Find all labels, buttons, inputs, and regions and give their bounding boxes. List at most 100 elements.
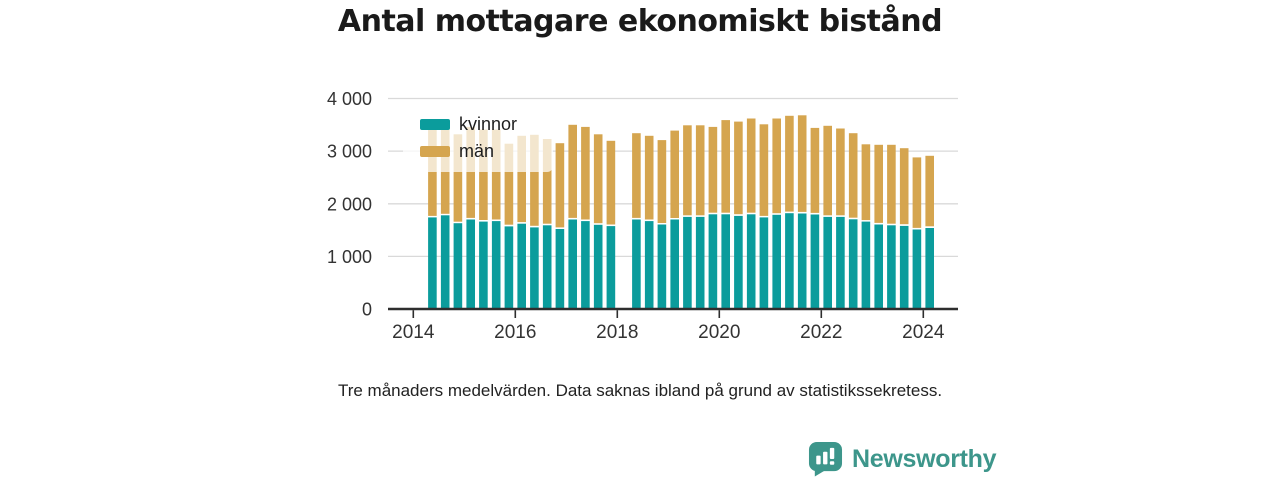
- bar-segment-man: [899, 148, 909, 225]
- chart-legend: kvinnor män: [403, 103, 553, 172]
- bar-segment-kvinnor: [836, 216, 845, 310]
- bar-segment-man: [785, 115, 794, 212]
- bar-segment-kvinnor: [899, 225, 909, 310]
- bar-segment-kvinnor: [453, 223, 463, 310]
- bar-segment-man: [504, 143, 514, 225]
- bar-segment-kvinnor: [874, 224, 883, 310]
- bar-segment-man: [479, 129, 488, 220]
- bar-segment-kvinnor: [530, 227, 539, 310]
- newsworthy-logo-text: Newsworthy: [852, 444, 997, 473]
- bar-segment-man: [734, 121, 743, 215]
- bar-segment-kvinnor: [708, 214, 718, 310]
- bar-segment-kvinnor: [759, 217, 769, 310]
- bar-segment-kvinnor: [823, 216, 832, 310]
- bar-segment-man: [530, 134, 539, 226]
- bar-segment-kvinnor: [810, 214, 820, 310]
- bar-segment-kvinnor: [721, 214, 730, 310]
- y-axis-tick-label: 0: [362, 300, 372, 320]
- bar-segment-kvinnor: [887, 225, 896, 310]
- newsworthy-logo-icon: [808, 441, 843, 477]
- legend-label-kvinnor: kvinnor: [459, 114, 518, 134]
- bar-segment-kvinnor: [670, 219, 679, 310]
- bar-segment-man: [797, 115, 807, 212]
- x-axis-tick-label: 2022: [800, 322, 842, 343]
- bar-segment-man: [581, 126, 590, 220]
- y-axis-tick-label: 4 000: [327, 89, 372, 109]
- bar-segment-man: [593, 134, 603, 224]
- bar-segment-man: [887, 144, 896, 224]
- bar-segment-man: [555, 143, 565, 228]
- bar-segment-kvinnor: [542, 225, 552, 310]
- bar-segment-kvinnor: [491, 221, 501, 310]
- bar-segment-kvinnor: [734, 215, 743, 310]
- bar-segment-man: [542, 139, 552, 224]
- bar-segment-man: [810, 127, 820, 213]
- bar-segment-kvinnor: [517, 223, 526, 310]
- legend-item-man: män: [420, 142, 553, 160]
- x-axis-tick-label: 2020: [698, 322, 740, 343]
- bar-segment-man: [746, 118, 756, 213]
- bar-segment-man: [874, 144, 883, 223]
- legend-item-kvinnor: kvinnor: [420, 115, 553, 133]
- chart-title: Antal mottagare ekonomiskt bistånd: [337, 4, 943, 39]
- bar-segment-man: [644, 135, 654, 220]
- bar-segment-man: [568, 124, 577, 218]
- bar-segment-man: [925, 155, 934, 227]
- newsworthy-logo: Newsworthy: [808, 441, 997, 477]
- legend-swatch-man-icon: [420, 145, 450, 157]
- bar-segment-man: [823, 125, 832, 216]
- bar-segment-kvinnor: [593, 224, 603, 310]
- bar-segment-kvinnor: [848, 219, 858, 310]
- bar-segment-man: [466, 126, 475, 218]
- bar-segment-man: [861, 144, 871, 221]
- bar-segment-man: [632, 133, 641, 218]
- bar-segment-kvinnor: [912, 229, 922, 310]
- x-axis-tick-label: 2018: [596, 322, 638, 343]
- bar-segment-kvinnor: [772, 214, 781, 310]
- bar-segment-man: [657, 140, 667, 223]
- bar-segment-man: [759, 124, 769, 216]
- bar-segment-kvinnor: [785, 213, 794, 310]
- bar-segment-kvinnor: [479, 221, 488, 310]
- bar-segment-kvinnor: [695, 216, 705, 310]
- bar-segment-man: [517, 135, 526, 223]
- bar-segment-kvinnor: [644, 221, 654, 310]
- bar-segment-kvinnor: [504, 226, 514, 310]
- bar-segment-kvinnor: [440, 215, 450, 310]
- bar-segment-man: [606, 140, 616, 225]
- bar-segment-kvinnor: [683, 216, 692, 310]
- legend-swatch-kvinnor-icon: [420, 118, 450, 130]
- bar-segment-kvinnor: [925, 228, 934, 310]
- bar-segment-man: [836, 128, 845, 216]
- y-axis-tick-label: 2 000: [327, 194, 372, 214]
- x-axis-tick-label: 2014: [392, 322, 435, 343]
- bar-segment-man: [848, 133, 858, 218]
- bar-segment-kvinnor: [568, 219, 577, 310]
- bar-segment-kvinnor: [555, 229, 565, 310]
- bar-segment-man: [695, 125, 705, 216]
- bar-segment-man: [683, 125, 692, 216]
- source-note: Tre månaders medelvärden. Data saknas ib…: [337, 381, 943, 400]
- bar-segment-kvinnor: [746, 214, 756, 310]
- y-axis-tick-label: 3 000: [327, 142, 372, 162]
- bar-segment-kvinnor: [606, 226, 616, 310]
- bar-segment-kvinnor: [466, 219, 475, 310]
- bar-segment-kvinnor: [428, 217, 437, 310]
- bar-segment-kvinnor: [797, 213, 807, 310]
- bar-segment-kvinnor: [657, 224, 667, 310]
- bar-segment-kvinnor: [861, 221, 871, 310]
- bar-segment-man: [453, 134, 463, 222]
- bar-segment-man: [912, 157, 922, 228]
- bar-segment-man: [670, 130, 679, 218]
- bar-segment-man: [772, 118, 781, 214]
- x-axis-tick-label: 2024: [902, 322, 945, 343]
- legend-label-man: män: [459, 141, 495, 161]
- bar-segment-kvinnor: [581, 221, 590, 310]
- bar-segment-man: [491, 129, 501, 220]
- y-axis-tick-label: 1 000: [327, 247, 372, 267]
- x-axis-tick-label: 2016: [494, 322, 536, 343]
- bar-segment-kvinnor: [632, 219, 641, 310]
- bar-segment-man: [721, 120, 730, 213]
